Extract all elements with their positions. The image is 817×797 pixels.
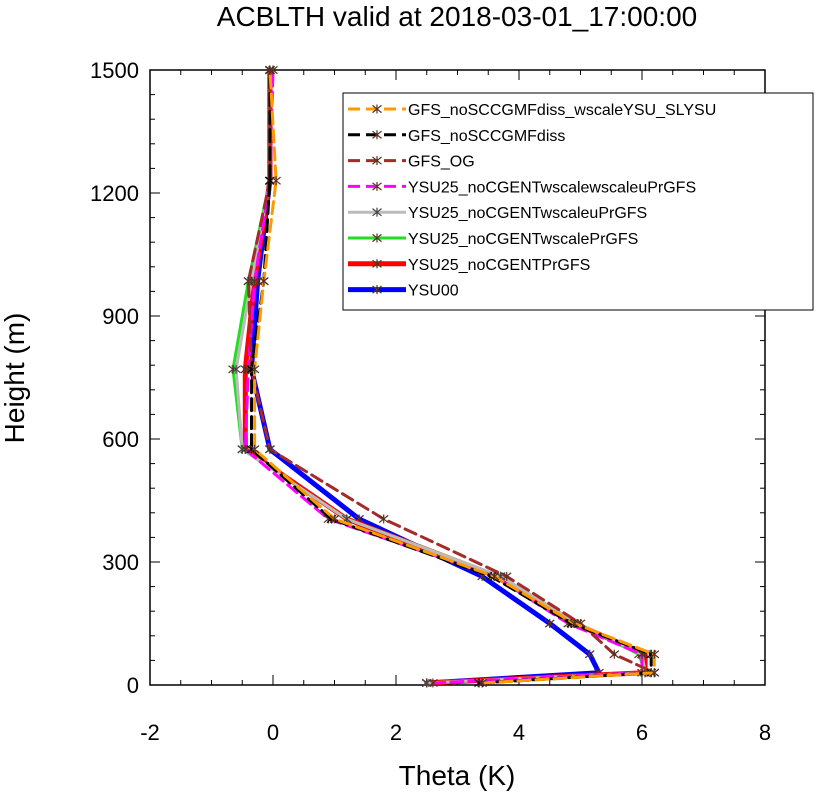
data-marker (372, 285, 382, 294)
data-marker (329, 514, 340, 524)
legend-item: GFS_noSCCGMFdiss_wscaleYSU_SLYSU (348, 102, 716, 119)
x-tick-labels: -2 0 2 4 6 8 (140, 720, 771, 745)
series-GFS_noSCCGMFdiss_wscaleYSU_SLYSU (249, 65, 660, 688)
legend-item: YSU25_noCGENTPrGFS (348, 257, 590, 274)
x-tick-label: 4 (513, 720, 525, 745)
data-marker (372, 233, 382, 243)
legend-item: YSU25_noCGENTwscalewscaleuPrGFS (348, 179, 696, 196)
data-marker (372, 182, 382, 191)
data-marker (265, 65, 275, 75)
chart-title: ACBLTH valid at 2018-03-01_17:00:00 (217, 1, 697, 32)
y-tick-label: 1500 (90, 58, 139, 83)
data-marker (372, 259, 382, 268)
y-axis-label: Height (m) (0, 313, 30, 444)
data-marker (372, 104, 382, 114)
data-marker (265, 445, 275, 454)
x-tick-label: 0 (267, 720, 279, 745)
data-marker (489, 572, 500, 581)
legend-label: YSU25_noCGENTwscalePrGFS (408, 231, 638, 248)
legend-label: YSU25_noCGENTPrGFS (408, 257, 590, 274)
legend-label: YSU25_noCGENTwscaleuPrGFS (408, 205, 647, 222)
data-marker (378, 514, 389, 524)
data-marker (428, 678, 438, 688)
plot-area (149, 65, 766, 688)
data-marker (372, 130, 382, 139)
legend-item: GFS_noSCCGMFdiss (348, 128, 565, 145)
data-marker (372, 156, 382, 165)
data-marker (649, 668, 660, 677)
data-marker (609, 650, 620, 659)
legend-label: GFS_noSCCGMFdiss_wscaleYSU_SLYSU (408, 102, 716, 119)
data-marker (372, 208, 382, 217)
legend-label: GFS_OG (408, 154, 475, 171)
legend-box (342, 92, 814, 311)
data-marker (271, 176, 281, 185)
data-marker (584, 650, 595, 659)
y-tick-labels: 0 300 600 900 1200 1500 (90, 58, 139, 698)
data-marker (258, 277, 269, 286)
y-tick-label: 0 (127, 673, 139, 698)
x-tick-label: 2 (390, 720, 402, 745)
data-marker (249, 365, 260, 374)
data-marker (477, 678, 487, 688)
data-marker (231, 365, 241, 374)
legend-label: YSU00 (408, 283, 459, 300)
legend-label: GFS_noSCCGMFdiss (408, 128, 565, 145)
legend-item: YSU25_noCGENTwscalePrGFS (348, 231, 638, 248)
series-layer (228, 65, 660, 688)
x-tick-label: 6 (636, 720, 648, 745)
y-tick-label: 300 (102, 550, 139, 575)
legend-item: YSU25_noCGENTwscaleuPrGFS (348, 205, 647, 222)
data-marker (649, 650, 660, 659)
data-marker (569, 619, 580, 628)
legend-item: YSU00 (348, 283, 459, 300)
legend: GFS_noSCCGMFdiss_wscaleYSU_SLYSU GFS_noSC… (342, 92, 814, 311)
y-tick-label: 600 (102, 427, 139, 452)
data-marker (501, 572, 512, 581)
legend-item: GFS_OG (348, 154, 475, 171)
data-marker (544, 619, 555, 628)
x-axis-label: Theta (K) (399, 760, 516, 791)
data-marker (249, 445, 260, 454)
data-marker (243, 277, 254, 286)
x-tick-label: -2 (140, 720, 160, 745)
legend-label: YSU25_noCGENTwscalewscaleuPrGFS (408, 179, 696, 196)
x-tick-label: 8 (759, 720, 771, 745)
y-tick-label: 1200 (90, 181, 139, 206)
y-tick-label: 900 (102, 304, 139, 329)
legend-items: GFS_noSCCGMFdiss_wscaleYSU_SLYSU GFS_noSC… (348, 102, 716, 300)
